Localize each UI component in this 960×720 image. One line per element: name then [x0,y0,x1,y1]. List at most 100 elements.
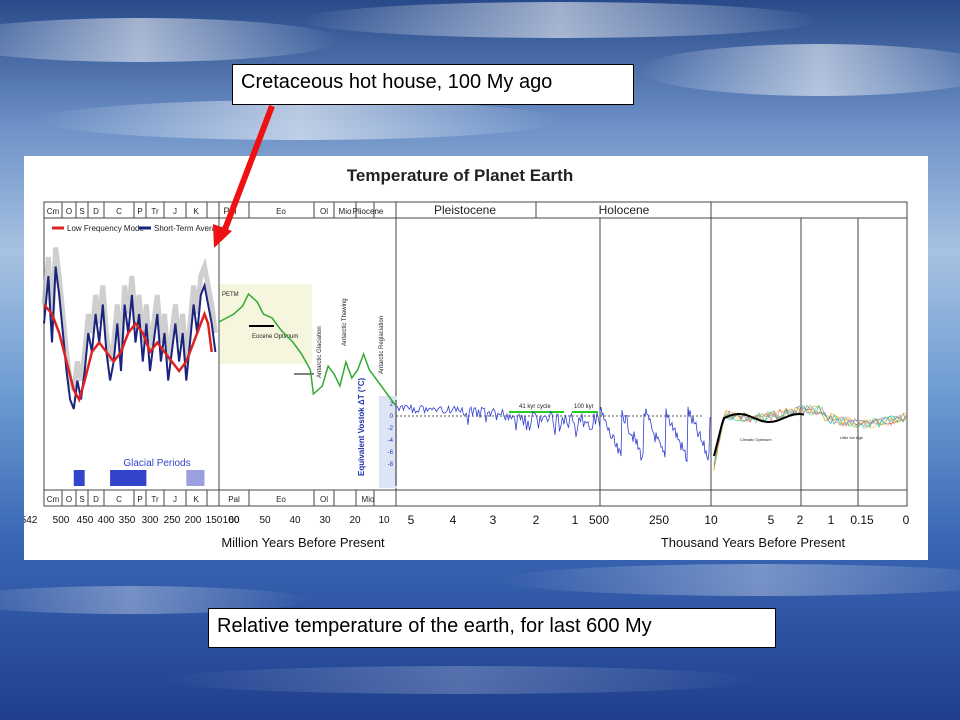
period-label-top: Cm [47,207,60,216]
cycle-41-label: 41 kyr cycle [519,404,551,410]
cycle-100-label: 100 kyr [574,404,594,410]
x-tick-holocene: 0.15 [850,513,874,527]
x-tick-holocene: 5 [768,513,775,527]
cenozoic-annotations: PETM Eocene Optimum Antarctic Glaciation… [220,284,385,378]
x-tick-myr: 40 [289,515,301,526]
x-tick-holocene: 10 [704,513,718,527]
bottom-period-labels: Cm O S D C P Tr J K Pal Eo Ol Mio [47,495,375,504]
phanerozoic-panel [43,217,220,491]
vostok-tick: 0 [390,414,394,420]
holocene-proxy-trace [713,405,907,470]
legend-label-low-frequency: Low Frequency Mode [67,224,144,233]
x-tick-myr: 200 [185,515,202,526]
antarctic-thawing-label: Antarctic Thawing [342,298,348,346]
period-label-bottom: Cm [47,495,60,504]
period-label-top: D [93,207,99,216]
x-tick-myr: 10 [378,515,390,526]
antarctic-glaciation-label: Antarctic Glaciation [317,326,323,378]
plio-pleisto-annotations: 41 kyr cycle 100 kyr [509,404,598,413]
holocene-annotations: Climatic Optimum Little Ice Age [740,435,864,442]
epoch-label-bottom: Pal [228,495,240,504]
period-label-top: J [173,207,177,216]
temperature-chart: Temperature of Planet Earth Cm O S D C P Tr J K P… [24,166,910,550]
holocene-proxy-trace [713,404,907,470]
x-tick-myr: 250 [164,515,181,526]
vostok-tick-labels: 2 0 -2 -4 -6 -8 [388,402,394,468]
vostok-tick: -6 [388,450,394,456]
vostok-tick: 2 [390,402,394,408]
holocene-mean-line [713,413,805,457]
epoch-label-top: Pleistocene [434,203,496,217]
epoch-label-top: Pal [223,206,236,216]
x-tick-plio-pleisto: 1 [572,513,579,527]
climatic-optimum-label: Climatic Optimum [740,437,772,442]
epoch-label-bottom: Ol [320,495,328,504]
glacial-periods [73,470,205,486]
x-axis-label-million: Million Years Before Present [221,535,385,550]
period-label-bottom: Tr [151,495,159,504]
period-label-bottom: S [79,495,84,504]
x-tick-myr: 60 [228,515,240,526]
period-label-bottom: J [173,495,177,504]
x-tick-myr: 20 [349,515,361,526]
x-tick-holocene: 1 [828,513,835,527]
period-label-top: O [66,207,72,216]
glacial-period-bar [110,470,147,486]
series-line-low-frequency [43,303,213,403]
chart-frames [43,201,908,507]
x-tick-myr: 400 [98,515,115,526]
antarctic-reglaciation-label: Antarctic Reglaciation [379,316,385,374]
period-label-top: S [79,207,84,216]
period-label-bottom: O [66,495,72,504]
x-tick-myr: 30 [319,515,331,526]
period-label-top: C [116,207,122,216]
epoch-label-bottom: Mio [362,495,375,504]
holocene-proxy-trace [713,404,907,465]
series-line-short-term [43,266,217,410]
callout-relative-temperature: Relative temperature of the earth, for l… [208,608,776,648]
x-axis-label-thousand: Thousand Years Before Present [661,535,846,550]
series-layer [41,247,397,410]
x-tick-myr: 450 [77,515,94,526]
glacial-periods-label: Glacial Periods [123,458,190,469]
x-tick-plio-pleisto: 250 [649,513,669,527]
x-tick-myr: 100 [223,515,240,526]
period-label-bottom: D [93,495,99,504]
legend: Low Frequency Mode Short-Term Average [52,224,226,233]
period-label-bottom: K [193,495,199,504]
x-tick-myr: 50 [259,515,271,526]
epoch-label-bottom: Eo [276,495,286,504]
callout-cretaceous: Cretaceous hot house, 100 My ago [232,64,634,105]
pliocene-trace [395,403,601,438]
legend-label-short-term: Short-Term Average [154,224,226,233]
x-tick-myr: 500 [53,515,70,526]
decor-layer [395,403,907,471]
period-label-top: K [193,207,199,216]
x-tick-plio-pleisto: 2 [533,513,540,527]
x-tick-myr: 150 [206,515,223,526]
period-label-bottom: P [137,495,142,504]
epoch-label-top: Ol [320,207,328,216]
vostok-tick: -8 [388,462,394,468]
chart-panel: Temperature of Planet Earth Cm O S D C P Tr J K P… [24,156,928,560]
epoch-label-top: Mio [339,207,352,216]
pleistocene-trace [599,406,711,463]
epoch-label-top: Holocene [599,203,650,217]
x-tick-plio-pleisto: 5 [408,513,415,527]
eocene-optimum-box [220,284,312,364]
glacial-period-bar [73,470,85,486]
epoch-label-top: Eo [276,207,286,216]
period-label-top: Tr [151,207,159,216]
x-tick-plio-pleisto: 4 [450,513,457,527]
epoch-label-top: Pliocene [353,207,384,216]
period-label-bottom: C [116,495,122,504]
series-line-cenozoic [218,292,397,407]
x-tick-holocene: 0 [903,513,910,527]
x-tick-labels: 5425004504003503002502001501006050403020… [24,513,910,550]
little-ice-age-label: Little Ice Age [840,435,864,440]
vostok-axis-band [379,396,397,488]
top-period-labels: Cm O S D C P Tr J K Pal Eo Ol Mio Pliocene Pleistocene… [47,203,650,217]
period-label-top: P [137,207,142,216]
x-tick-myr: 350 [119,515,136,526]
chart-title: Temperature of Planet Earth [347,166,573,185]
